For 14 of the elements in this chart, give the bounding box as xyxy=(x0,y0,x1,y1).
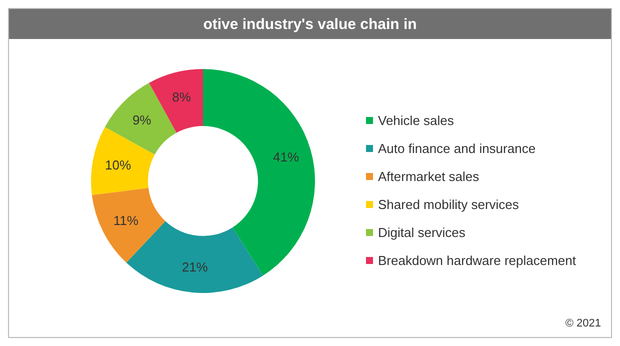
chart-title: otive industry's value chain in xyxy=(203,16,417,33)
data-label: 8% xyxy=(172,90,192,105)
data-label: 41% xyxy=(273,149,300,164)
legend-label: Aftermarket sales xyxy=(378,169,480,184)
data-label: 10% xyxy=(105,157,132,172)
legend-label: Auto finance and insurance xyxy=(378,141,536,156)
legend-label: Digital services xyxy=(378,225,466,240)
text: © 2021 xyxy=(565,318,602,330)
legend-label: Shared mobility services xyxy=(378,197,520,212)
legend-label: Vehicle sales xyxy=(378,113,454,128)
data-label: 11% xyxy=(113,212,139,228)
data-label: 9% xyxy=(132,112,152,128)
legend-label: Breakdown hardware replacement xyxy=(378,253,576,268)
data-label: 21% xyxy=(182,260,208,275)
